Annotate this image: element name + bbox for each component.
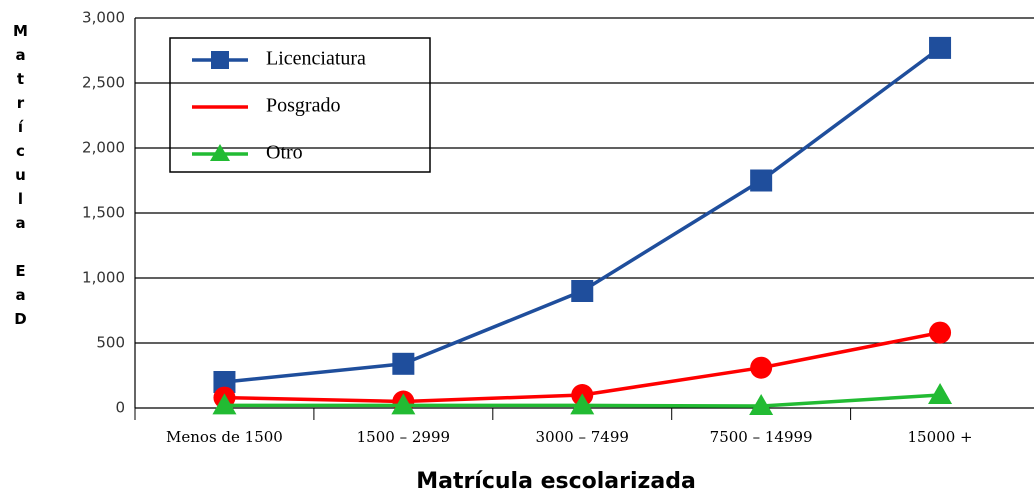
y-tick-label: 3,000 bbox=[82, 9, 125, 27]
y-tick-label: 1,000 bbox=[82, 269, 125, 287]
x-tick-label: 1500 – 2999 bbox=[357, 428, 450, 446]
marker bbox=[929, 36, 952, 59]
y-tick-label: 2,000 bbox=[82, 139, 125, 157]
marker bbox=[749, 394, 774, 416]
marker bbox=[212, 393, 237, 415]
y-tick-label: 1,500 bbox=[82, 204, 125, 222]
legend-marker bbox=[210, 144, 230, 161]
marker bbox=[750, 169, 773, 192]
x-tick-label: 7500 – 14999 bbox=[710, 428, 813, 446]
x-axis-label: Matrícula escolarizada bbox=[416, 469, 696, 494]
y-axis-label: Matrícula EaD bbox=[12, 22, 30, 334]
marker bbox=[571, 280, 594, 302]
marker bbox=[750, 356, 773, 379]
marker bbox=[929, 321, 952, 344]
marker bbox=[570, 393, 595, 415]
y-tick-label: 500 bbox=[96, 334, 125, 352]
y-tick-label: 2,500 bbox=[82, 74, 125, 92]
x-tick-label: 3000 – 7499 bbox=[536, 428, 629, 446]
legend-label: Posgrado bbox=[266, 95, 340, 117]
marker bbox=[391, 393, 416, 415]
y-tick-label: 0 bbox=[115, 399, 125, 417]
legend-marker bbox=[211, 51, 229, 69]
marker bbox=[213, 371, 236, 393]
x-tick-label: Menos de 1500 bbox=[166, 428, 283, 446]
marker bbox=[392, 352, 415, 375]
legend-label: Otro bbox=[266, 142, 303, 164]
legend-label: Licenciatura bbox=[266, 48, 366, 70]
marker bbox=[928, 383, 953, 404]
x-tick-label: 15000 + bbox=[908, 428, 973, 446]
